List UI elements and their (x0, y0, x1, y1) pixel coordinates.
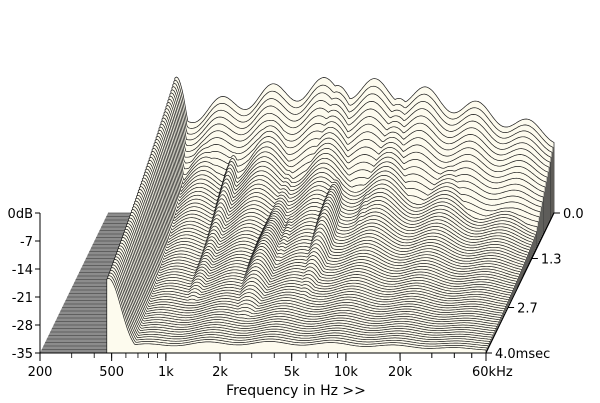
x-tick-label: 500 (99, 365, 124, 380)
x-tick-label: 20k (388, 365, 413, 380)
decay-slice (128, 217, 509, 309)
z-tick-label: 1.3 (541, 253, 562, 268)
decay-slices (106, 76, 555, 354)
tick-labels: 0dB -7 -14 -21 -28 -35 200 500 1k 2k 5k 10k 20k 60kHz… (8, 207, 584, 380)
z-tick-label: 0.0 (563, 207, 584, 222)
y-tick-label: -35 (12, 347, 33, 362)
x-axis-title: Frequency in Hz >> (226, 383, 366, 399)
x-tick-label: 2k (212, 365, 228, 380)
y-tick-label: -28 (12, 319, 33, 334)
decay-slice (129, 214, 510, 307)
y-tick-label: -14 (12, 263, 33, 278)
x-tick-label: 10k (334, 365, 359, 380)
z-tick-label: 4.0msec (495, 347, 550, 362)
decay-slice (106, 278, 487, 354)
y-tick-label: -21 (12, 291, 33, 306)
y-tick-label: -7 (20, 235, 33, 250)
x-tick-label: 1k (158, 365, 174, 380)
x-tick-label: 200 (28, 365, 53, 380)
x-tick-label: 60kHz (472, 365, 513, 380)
z-axis-line (485, 212, 555, 354)
axes (35, 212, 560, 361)
x-tick-label: 5k (284, 365, 300, 380)
decay-slice (130, 212, 511, 305)
y-tick-label: 0dB (8, 207, 33, 222)
z-tick-label: 2.7 (517, 302, 538, 317)
